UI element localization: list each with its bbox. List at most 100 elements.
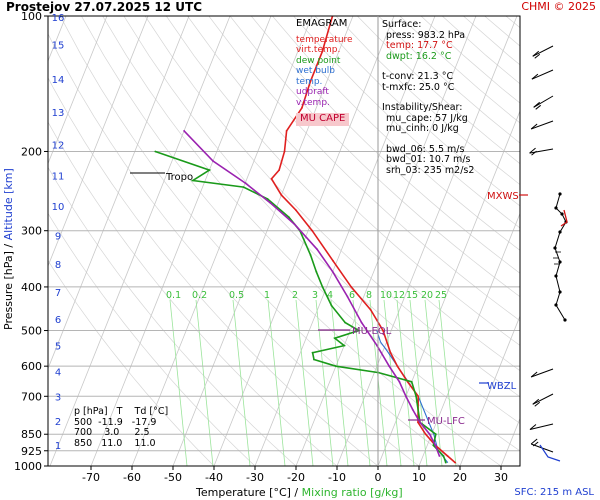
mixing-ratio-line [195,299,214,466]
pressure-table: p [hPa] T Td [°C] 500 -11.9 -17.9 700 3.0 … [74,406,168,449]
series-udpraft-v-temp-point [316,248,318,251]
dry-adiabat-line [166,16,520,372]
series-dew-point-point [321,286,324,288]
surface-header: Surface: [382,19,422,30]
wind-barb [530,120,554,130]
series-udpraft-v-temp-point [428,433,431,436]
series-udpraft-v-temp-point [244,182,247,184]
x-tick-label: -10 [328,471,346,484]
y-axis-label: Pressure [hPa] / Altitude [km] [2,168,15,330]
mu-eql-label: MU-EQL [352,326,392,337]
temp-value: temp: 17.7 °C [386,40,453,51]
dry-adiabat-line [48,166,297,466]
wind-barb-flag [535,104,541,110]
series-udpraft-v-temp-point [293,223,296,226]
series-dew-point-point [208,169,211,172]
isotherm-line [418,212,520,466]
mixing-ratio-line [352,299,371,466]
dry-adiabat-line [229,16,520,298]
altitude-tick-label: 7 [55,288,61,299]
pressure-table-row-700: 700 3.0 2.5 [74,427,150,438]
wind-max-highlight [560,209,568,227]
y-tick-label: 600 [21,360,42,373]
wind-barb-flag [530,438,538,445]
series-dew-point-point [442,455,445,457]
x-tick-label: -20 [287,471,305,484]
wind-barb-flag [532,441,539,447]
altitude-tick-label: 3 [55,393,61,404]
wind-barb [529,148,554,154]
series-udpraft-v-temp-point [398,380,401,383]
mixing-ratio-label: 1 [264,290,270,301]
series-temperature-point [396,365,399,368]
dry-adiabat-line [250,16,520,274]
altitude-tick-label: 16 [52,13,65,24]
isotherm-line [500,417,520,466]
isotherm-line [336,16,518,466]
pressure-table-row-850: 850 11.0 11.0 [74,437,156,449]
isotherm-line [254,16,436,466]
wind-barbs [529,45,568,462]
mxws-label: MXWS [487,191,519,202]
dry-adiabat-line [208,16,520,322]
x-tick-label: 20 [453,471,467,484]
bwd01-value: bwd_01: 10.7 m/s [386,154,471,165]
wind-barb-flag [530,123,538,130]
series-temperature-point [446,455,449,457]
tropo-label: Tropo [165,172,193,183]
legend-dew-point: dew point [296,55,341,66]
wind-barb-flag [534,401,541,407]
mixing-ratio-label: 4 [327,290,333,301]
legend-wet-bulb: wet bulb temp. [296,66,335,87]
series-udpraft-v-temp-point [331,270,334,273]
wind-barb-flag [532,398,540,405]
dry-adiabat-line [144,16,520,398]
isotherm-line [48,16,149,268]
altitude-tick-label: 5 [55,342,61,353]
dry-adiabat-line [484,16,520,47]
wind-profile-dot [554,206,558,210]
series-temperature-point [350,286,353,288]
wind-barb-flag [531,150,537,156]
y-tick-label: 400 [21,281,42,294]
x-tick-label: 0 [375,471,382,484]
isotherm-line [48,16,190,370]
series-dew-point-point [192,179,194,182]
altitude-tick-label: 13 [52,108,65,119]
legend-virt-temp: virt.temp. [296,45,341,55]
series-temperature-point [332,259,334,262]
dry-adiabat-line [293,16,520,229]
surface-info: SFC: 215 m ASL [514,487,594,498]
legend-updraft: udpraft v.temp. [296,87,330,108]
mixing-ratio-line [409,299,428,466]
y-axis-label-altitude: Altitude [km] [2,168,15,240]
legend-temperature: temperature [296,34,353,45]
wind-profile-dot [563,318,567,322]
series-dew-point-point [444,461,447,464]
series-temperature-point [311,229,314,232]
series-udpraft-v-temp-point [360,321,363,324]
series-udpraft-v-temp-point [411,408,414,411]
y-tick-label: 200 [21,145,42,158]
axis-ticks: -70 -60 -50 -40 -30 -20 -10 0 10 20 30 100 200 300 400… [14,10,508,484]
altitude-tick-label: 14 [52,75,65,86]
wind-barb-flag [530,371,538,378]
series-temperature-point [280,194,283,197]
wbzl-label: WBZL [487,381,517,392]
series-dew-point-point [315,270,318,273]
series-udpraft-v-temp-point [346,295,349,298]
altitude-tick-label: 1 [55,441,61,452]
series-temperature-point [321,50,324,53]
series-udpraft-v-temp-point [183,130,186,132]
wind-profile-dot [560,212,564,216]
mixing-ratio-line [295,299,314,466]
mixing-ratio-label: 6 [349,290,355,301]
mixing-ratio-label: 2 [292,290,298,301]
wind-barb-flag [529,147,536,154]
mixing-ratio-line [424,299,443,466]
wind-barb [530,368,554,378]
tmxfc-value: t-mxfc: 25.0 °C [382,81,455,93]
isotherm-line [377,109,520,466]
series-temperature-point [389,351,392,354]
